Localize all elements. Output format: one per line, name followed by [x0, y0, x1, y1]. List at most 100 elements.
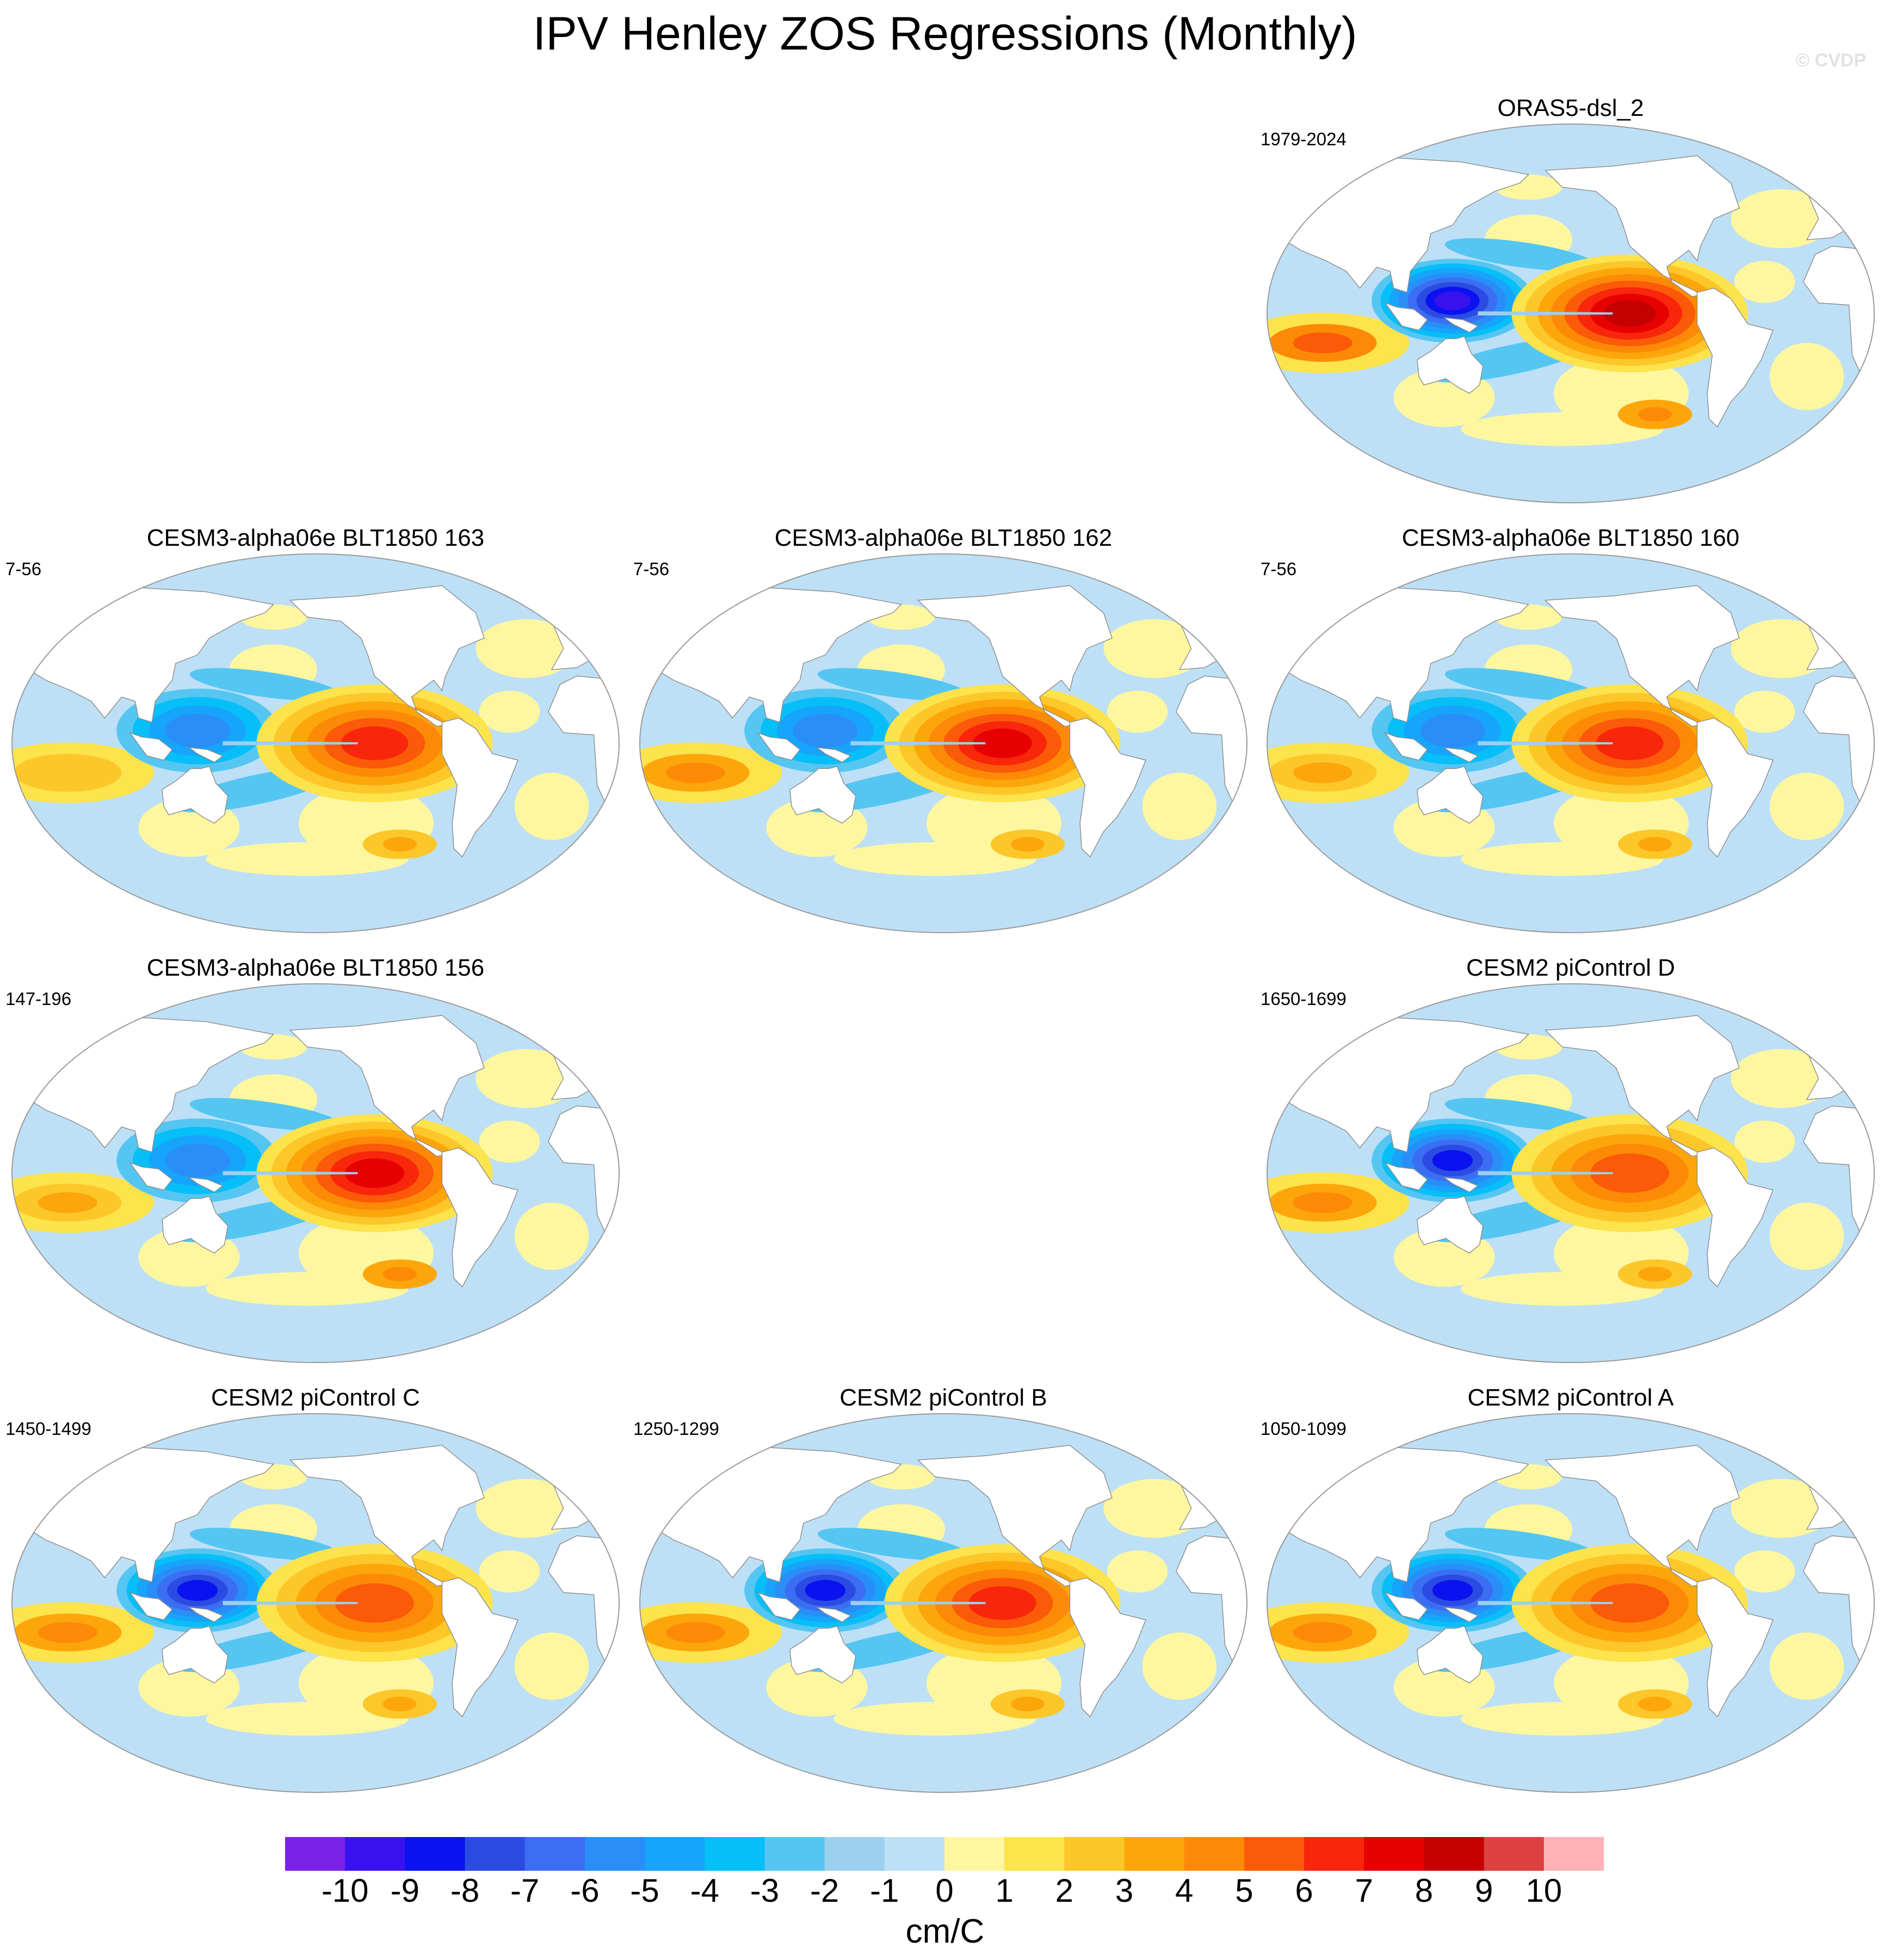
equatorial-anomaly: [1478, 311, 1613, 316]
west-pacific-anomaly: [805, 1580, 846, 1601]
positive-anomaly: [479, 691, 540, 733]
panel-title: ORAS5-dsl_2: [1497, 95, 1644, 121]
map-panel: CESM2 piControl D 1650-1699: [1258, 953, 1883, 1383]
equatorial-anomaly: [223, 1171, 358, 1175]
north-pacific-anomaly: [1444, 668, 1596, 701]
continent: [441, 1577, 518, 1717]
map-panel: CESM3-alpha06e BLT1850 162 7-56: [631, 523, 1256, 953]
positive-anomaly: [833, 842, 1036, 876]
continent: [1443, 317, 1479, 333]
continent: [1443, 1606, 1479, 1623]
continent: [1443, 747, 1479, 763]
southern-ocean-anomaly: [383, 1697, 417, 1712]
southern-ocean-anomaly: [1638, 1267, 1672, 1282]
positive-anomaly: [833, 1702, 1036, 1736]
colorbar-swatch: [1364, 1837, 1425, 1871]
colorbar-tick-label: 7: [1355, 1872, 1373, 1909]
regression-map: [1267, 1413, 1875, 1793]
colorbar-swatch: [1543, 1837, 1604, 1871]
map-border: [1267, 124, 1875, 503]
continent: [816, 747, 851, 763]
panel-period: 7-56: [633, 559, 670, 579]
colorbar-swatch: [465, 1837, 526, 1871]
west-pacific-anomaly: [177, 1580, 218, 1601]
north-pacific-anomaly: [1444, 1527, 1596, 1561]
panel-period: 147-196: [5, 989, 72, 1009]
colorbar-swatch: [1484, 1837, 1545, 1871]
colorbar-swatch: [1064, 1837, 1125, 1871]
west-pacific-anomaly: [1434, 291, 1471, 310]
continent: [917, 1445, 1113, 1587]
positive-anomaly: [1107, 1550, 1168, 1593]
colorbar-swatch: [405, 1837, 466, 1871]
positive-anomaly: [1734, 691, 1795, 733]
positive-anomaly: [1107, 691, 1168, 733]
indian-ocean-anomaly: [38, 1622, 97, 1643]
north-pacific-anomaly: [189, 1098, 341, 1131]
north-pacific-anomaly: [189, 1527, 341, 1561]
colorbar-tick-label: 4: [1175, 1872, 1194, 1909]
colorbar-swatch: [345, 1837, 405, 1871]
positive-anomaly: [1461, 1272, 1664, 1306]
continent: [289, 1015, 485, 1157]
positive-anomaly: [1142, 1632, 1217, 1700]
west-pacific-anomaly: [165, 1143, 230, 1178]
continent: [1696, 287, 1774, 428]
colorbar-swatch: [584, 1837, 645, 1871]
west-pacific-anomaly: [1432, 1150, 1473, 1172]
continent: [1417, 1625, 1484, 1684]
west-pacific-anomaly: [165, 713, 230, 748]
colorbar-swatch: [285, 1837, 345, 1871]
positive-anomaly: [206, 1272, 409, 1306]
positive-anomaly: [1461, 842, 1664, 876]
continent: [1069, 1577, 1146, 1717]
southern-ocean-anomaly: [1011, 837, 1045, 852]
colorbar-tick-label: 3: [1115, 1872, 1134, 1909]
colorbar-tick-label: 8: [1415, 1872, 1434, 1909]
colorbar-tick-label: -2: [810, 1872, 839, 1909]
map-border: [1267, 983, 1875, 1363]
continent: [1384, 1162, 1428, 1191]
continent: [757, 732, 801, 761]
positive-anomaly: [1734, 1120, 1795, 1163]
positive-anomaly: [206, 842, 409, 876]
panel-period: 1650-1699: [1261, 989, 1347, 1009]
panel-period: 1979-2024: [1261, 129, 1347, 149]
indian-ocean-anomaly: [1293, 1622, 1352, 1643]
panel-title: CESM3-alpha06e BLT1850 163: [146, 525, 485, 551]
colorbar: [285, 1837, 1604, 1871]
colorbar-tick-label: 2: [1055, 1872, 1074, 1909]
continent: [289, 585, 485, 727]
panel-period: 7-56: [5, 559, 42, 579]
panel-title: CESM2 piControl C: [211, 1384, 420, 1411]
east-pacific-anomaly: [1590, 1153, 1669, 1193]
positive-anomaly: [1142, 773, 1217, 840]
north-pacific-anomaly: [189, 668, 341, 701]
continent: [289, 1445, 485, 1587]
panel-period: 1050-1099: [1261, 1419, 1347, 1439]
regression-map: [11, 983, 620, 1363]
colorbar-swatch: [645, 1837, 705, 1871]
indian-ocean-anomaly: [665, 762, 725, 784]
positive-anomaly: [479, 1550, 540, 1593]
continent: [1417, 336, 1484, 394]
watermark: © CVDP: [1796, 50, 1866, 71]
continent: [129, 732, 173, 761]
continent: [162, 766, 228, 824]
panel-title: CESM3-alpha06e BLT1850 162: [774, 525, 1113, 551]
west-pacific-anomaly: [793, 713, 858, 748]
panel-period: 1250-1299: [633, 1419, 719, 1439]
indian-ocean-anomaly: [665, 1622, 725, 1643]
southern-ocean-anomaly: [1011, 1697, 1045, 1712]
east-pacific-anomaly: [335, 1583, 414, 1623]
colorbar-swatch: [944, 1837, 1005, 1871]
indian-ocean-anomaly: [1293, 332, 1352, 354]
positive-anomaly: [1734, 1550, 1795, 1593]
colorbar-swatch: [824, 1837, 885, 1871]
positive-anomaly: [1461, 412, 1664, 446]
continent: [789, 766, 856, 824]
regression-map: [639, 553, 1247, 933]
equatorial-anomaly: [1478, 1171, 1613, 1175]
colorbar-swatch: [1004, 1837, 1065, 1871]
continent: [1443, 1176, 1479, 1193]
